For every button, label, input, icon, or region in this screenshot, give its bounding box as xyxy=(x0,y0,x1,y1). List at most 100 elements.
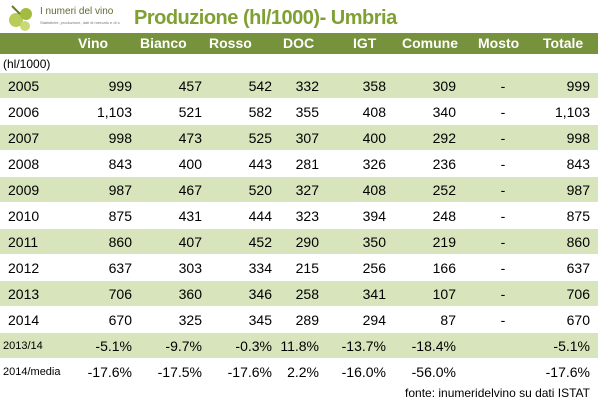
cell-bianco: 467 xyxy=(178,182,202,198)
row-label: 2008 xyxy=(8,156,40,172)
row-label: 2005 xyxy=(8,78,40,94)
cell-vino: 1,103 xyxy=(96,104,132,120)
cell-doc: 289 xyxy=(295,312,319,328)
row-label: 2013 xyxy=(8,286,40,302)
row-label: 2014/media xyxy=(3,366,61,378)
cell-igt: 294 xyxy=(362,312,386,328)
cell-doc: 355 xyxy=(295,104,319,120)
cell-mosto: - xyxy=(500,208,506,224)
cell-totale: 987 xyxy=(566,182,590,198)
cell-vino: 875 xyxy=(108,208,132,224)
cell-bianco: 400 xyxy=(178,156,202,172)
unit-label: (hl/1000) xyxy=(3,57,51,71)
logo-title: I numeri del vino xyxy=(40,6,114,17)
cell-igt: 341 xyxy=(362,286,386,302)
column-header-doc: DOC xyxy=(283,35,315,51)
cell-mosto: - xyxy=(500,182,506,198)
cell-rosso: 520 xyxy=(248,182,272,198)
cell-comune: 107 xyxy=(432,286,456,302)
cell-doc: 307 xyxy=(295,130,319,146)
cell-rosso: 346 xyxy=(248,286,272,302)
cell-comune: 252 xyxy=(432,182,456,198)
table-row: 2011 860 407 452 290 350 219 - 860 xyxy=(0,228,598,254)
cell-bianco: -17.5% xyxy=(157,364,202,380)
cell-doc: 290 xyxy=(295,234,319,250)
column-header-mosto: Mosto xyxy=(478,35,520,51)
cell-bianco: 407 xyxy=(178,234,202,250)
row-label: 2007 xyxy=(8,130,40,146)
row-label: 2010 xyxy=(8,208,40,224)
cell-vino: 670 xyxy=(108,312,132,328)
cell-comune: -56.0% xyxy=(411,364,456,380)
table-row: 2013 706 360 346 258 341 107 - 706 xyxy=(0,280,598,306)
row-label: 2006 xyxy=(8,104,40,120)
cell-bianco: 431 xyxy=(178,208,202,224)
cell-mosto: - xyxy=(500,234,506,250)
row-label: 2013/14 xyxy=(3,340,43,352)
cell-mosto xyxy=(488,359,518,385)
cell-bianco: 457 xyxy=(178,78,202,94)
column-header-comune: Comune xyxy=(402,35,458,51)
cell-rosso: 444 xyxy=(248,208,272,224)
cell-comune: -18.4% xyxy=(411,338,456,354)
cell-mosto: - xyxy=(500,286,506,302)
cell-totale: 637 xyxy=(566,260,590,276)
cell-igt: 408 xyxy=(362,104,386,120)
cell-doc: 323 xyxy=(295,208,319,224)
source-note: fonte: inumeridelvino su dati ISTAT xyxy=(405,386,590,400)
cell-mosto: - xyxy=(500,130,506,146)
logo-subtitle: Statistiche, produzione, dati di mercato… xyxy=(40,20,120,25)
cell-mosto xyxy=(488,333,518,359)
row-label: 2009 xyxy=(8,182,40,198)
cell-mosto: - xyxy=(500,260,506,276)
column-header-vino: Vino xyxy=(78,35,109,51)
cell-bianco: -9.7% xyxy=(165,338,202,354)
cell-bianco: 473 xyxy=(178,130,202,146)
cell-igt: 350 xyxy=(362,234,386,250)
cell-totale: 999 xyxy=(566,78,590,94)
cell-bianco: 325 xyxy=(178,312,202,328)
cell-totale: 875 xyxy=(566,208,590,224)
cell-doc: 215 xyxy=(295,260,319,276)
cell-igt: 326 xyxy=(362,156,386,172)
cell-doc: 327 xyxy=(295,182,319,198)
table-row: 2009 987 467 520 327 408 252 - 987 xyxy=(0,176,598,202)
cell-comune: 236 xyxy=(432,156,456,172)
cell-vino: 843 xyxy=(108,156,132,172)
row-label: 2014 xyxy=(8,312,40,328)
cell-comune: 309 xyxy=(432,78,456,94)
page-title: Produzione (hl/1000)- Umbria xyxy=(134,7,397,29)
table-row: 2013/14 -5.1% -9.7% -0.3% 11.8% -13.7% -18.4% -… xyxy=(0,332,598,358)
cell-igt: -16.0% xyxy=(341,364,386,380)
cell-bianco: 360 xyxy=(178,286,202,302)
column-header-totale: Totale xyxy=(543,35,584,51)
cell-comune: 292 xyxy=(432,130,456,146)
column-header-bianco: Bianco xyxy=(140,35,187,51)
cell-rosso: -0.3% xyxy=(235,338,272,354)
cell-bianco: 303 xyxy=(178,260,202,276)
cell-rosso: 443 xyxy=(248,156,272,172)
table-row: 2014 670 325 345 289 294 87 - 670 xyxy=(0,306,598,332)
cell-doc: 2.2% xyxy=(287,364,319,380)
table-row: 2012 637 303 334 215 256 166 - 637 xyxy=(0,254,598,280)
table-header: Vino Bianco Rosso DOC IGT Comune Mosto T… xyxy=(0,33,598,54)
cell-vino: 987 xyxy=(108,182,132,198)
cell-rosso: 334 xyxy=(248,260,272,276)
cell-vino: 860 xyxy=(108,234,132,250)
grape-icon xyxy=(4,2,38,34)
cell-vino: 706 xyxy=(108,286,132,302)
table-row: 2006 1,103 521 582 355 408 340 - 1,103 xyxy=(0,98,598,124)
table-row: 2008 843 400 443 281 326 236 - 843 xyxy=(0,150,598,176)
cell-totale: 670 xyxy=(566,312,590,328)
column-header-igt: IGT xyxy=(353,35,377,51)
cell-doc: 11.8% xyxy=(280,338,319,354)
cell-totale: 998 xyxy=(566,130,590,146)
table-row: 2005 999 457 542 332 358 309 - 999 xyxy=(0,72,598,98)
cell-comune: 166 xyxy=(432,260,456,276)
cell-vino: 999 xyxy=(108,78,132,94)
column-header-rosso: Rosso xyxy=(209,35,252,51)
cell-igt: 256 xyxy=(362,260,386,276)
cell-mosto: - xyxy=(500,104,506,120)
cell-igt: 394 xyxy=(362,208,386,224)
cell-comune: 340 xyxy=(432,104,456,120)
